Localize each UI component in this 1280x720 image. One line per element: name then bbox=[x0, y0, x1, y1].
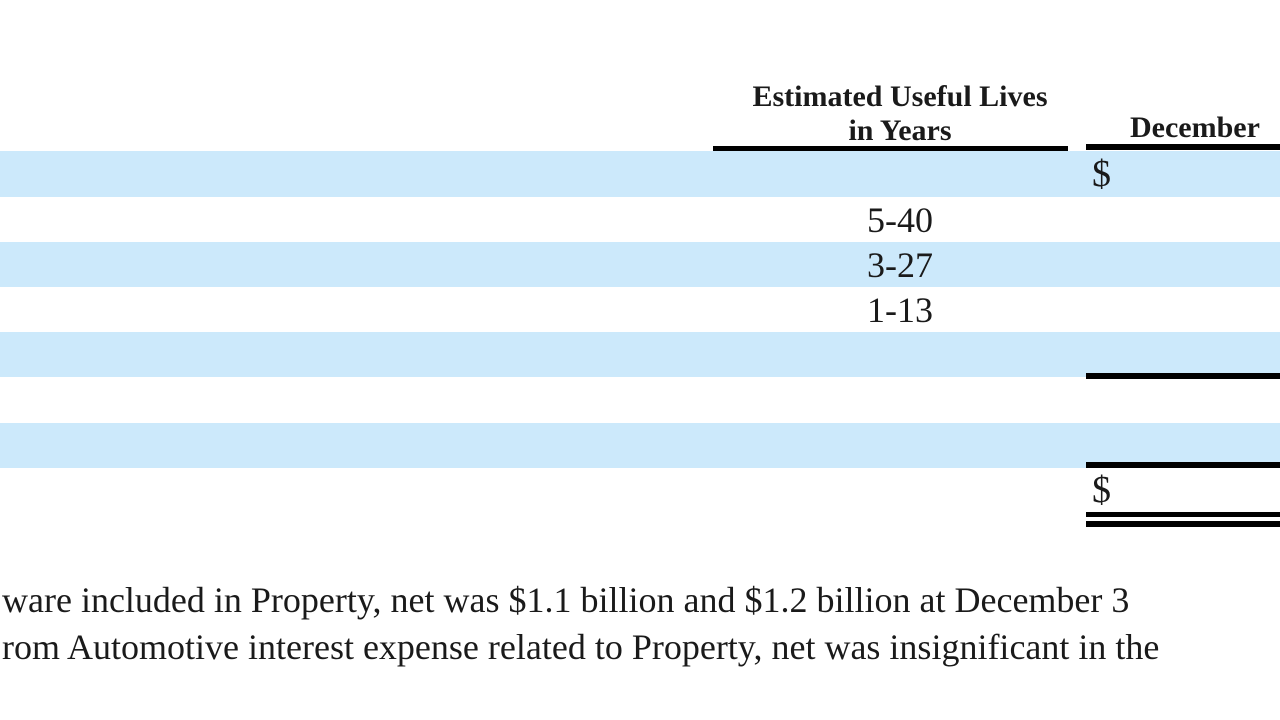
subtotal-rule bbox=[1086, 373, 1280, 379]
useful-lives-value: 1-13 bbox=[867, 289, 933, 330]
currency-symbol: $ bbox=[1092, 153, 1111, 195]
table-row: 3-27 bbox=[0, 242, 1280, 287]
useful-lives-value bbox=[710, 151, 1090, 197]
column-header-useful-lives-line2: in Years bbox=[848, 114, 952, 147]
table-row: 1-13 bbox=[0, 287, 1280, 332]
header-rule-useful-lives bbox=[713, 146, 1068, 151]
total-rule bbox=[1086, 512, 1280, 517]
useful-lives-value bbox=[710, 377, 1090, 423]
table-row: 5-40 bbox=[0, 197, 1280, 242]
useful-lives-value bbox=[710, 468, 1090, 514]
table-row bbox=[0, 151, 1280, 197]
useful-lives-value: 3-27 bbox=[867, 244, 933, 285]
table-row bbox=[0, 377, 1280, 423]
table-row bbox=[0, 468, 1280, 514]
column-header-useful-lives-line1: Estimated Useful Lives bbox=[752, 80, 1048, 113]
useful-lives-value bbox=[710, 332, 1090, 377]
total-double-rule bbox=[1086, 521, 1280, 527]
useful-lives-value: 5-40 bbox=[867, 199, 933, 240]
table-row bbox=[0, 332, 1280, 377]
table-row bbox=[0, 423, 1280, 468]
header-rule-december bbox=[1086, 144, 1280, 150]
column-header-december: December bbox=[1130, 111, 1260, 144]
useful-lives-value bbox=[710, 423, 1090, 468]
note-line: ware included in Property, net was $1.1 … bbox=[2, 580, 1130, 620]
currency-symbol: $ bbox=[1092, 469, 1111, 511]
subtotal-rule bbox=[1086, 462, 1280, 468]
note-line: rom Automotive interest expense related … bbox=[2, 627, 1160, 667]
